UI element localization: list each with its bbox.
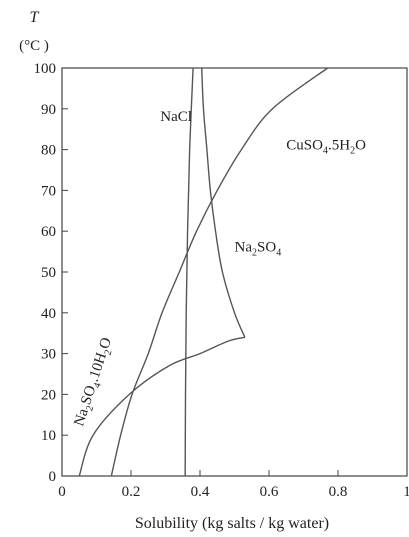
label-nacl: NaCl (160, 109, 192, 125)
series-line-nacl (184, 67, 194, 477)
x-axis-label: Solubility (kg salts / kg water) (135, 515, 329, 532)
solubility-curves (78, 67, 329, 477)
y-tick-label: 30 (41, 347, 56, 363)
y-axis-unit: (°C ) (19, 38, 49, 54)
y-axis-symbol: T (30, 9, 40, 26)
y-tick-label: 10 (41, 428, 56, 444)
y-tick-label: 90 (41, 102, 56, 118)
y-tick-label: 80 (41, 143, 56, 159)
y-tick-label: 100 (34, 61, 57, 77)
y-tick-label: 70 (41, 183, 56, 199)
y-tick-label: 40 (41, 306, 56, 322)
y-tick-label: 60 (41, 224, 56, 240)
y-tick-label: 50 (41, 265, 56, 281)
series-line-na2so4-10h2o (78, 336, 246, 477)
label-cuso4: CuSO4.5H2O (286, 138, 366, 157)
x-tick-label: 0 (58, 484, 66, 500)
label-na2so4: Na2SO4 (235, 240, 282, 259)
x-tick-label: 0.6 (260, 484, 279, 500)
y-tick-label: 20 (41, 387, 56, 403)
x-tick-label: 1 (403, 484, 409, 500)
x-tick-label: 0.2 (122, 484, 141, 500)
axis-ticks: 0 10 20 30 40 50 60 70 80 90 100 0 0.2 0.4 0.6 0.8 1 (34, 61, 409, 500)
x-tick-label: 0.8 (329, 484, 348, 500)
x-tick-label: 0.4 (191, 484, 210, 500)
y-tick-label: 0 (49, 469, 57, 485)
series-line-na2so4 (201, 67, 246, 338)
series-line-cuso4-5h2o (110, 67, 329, 477)
